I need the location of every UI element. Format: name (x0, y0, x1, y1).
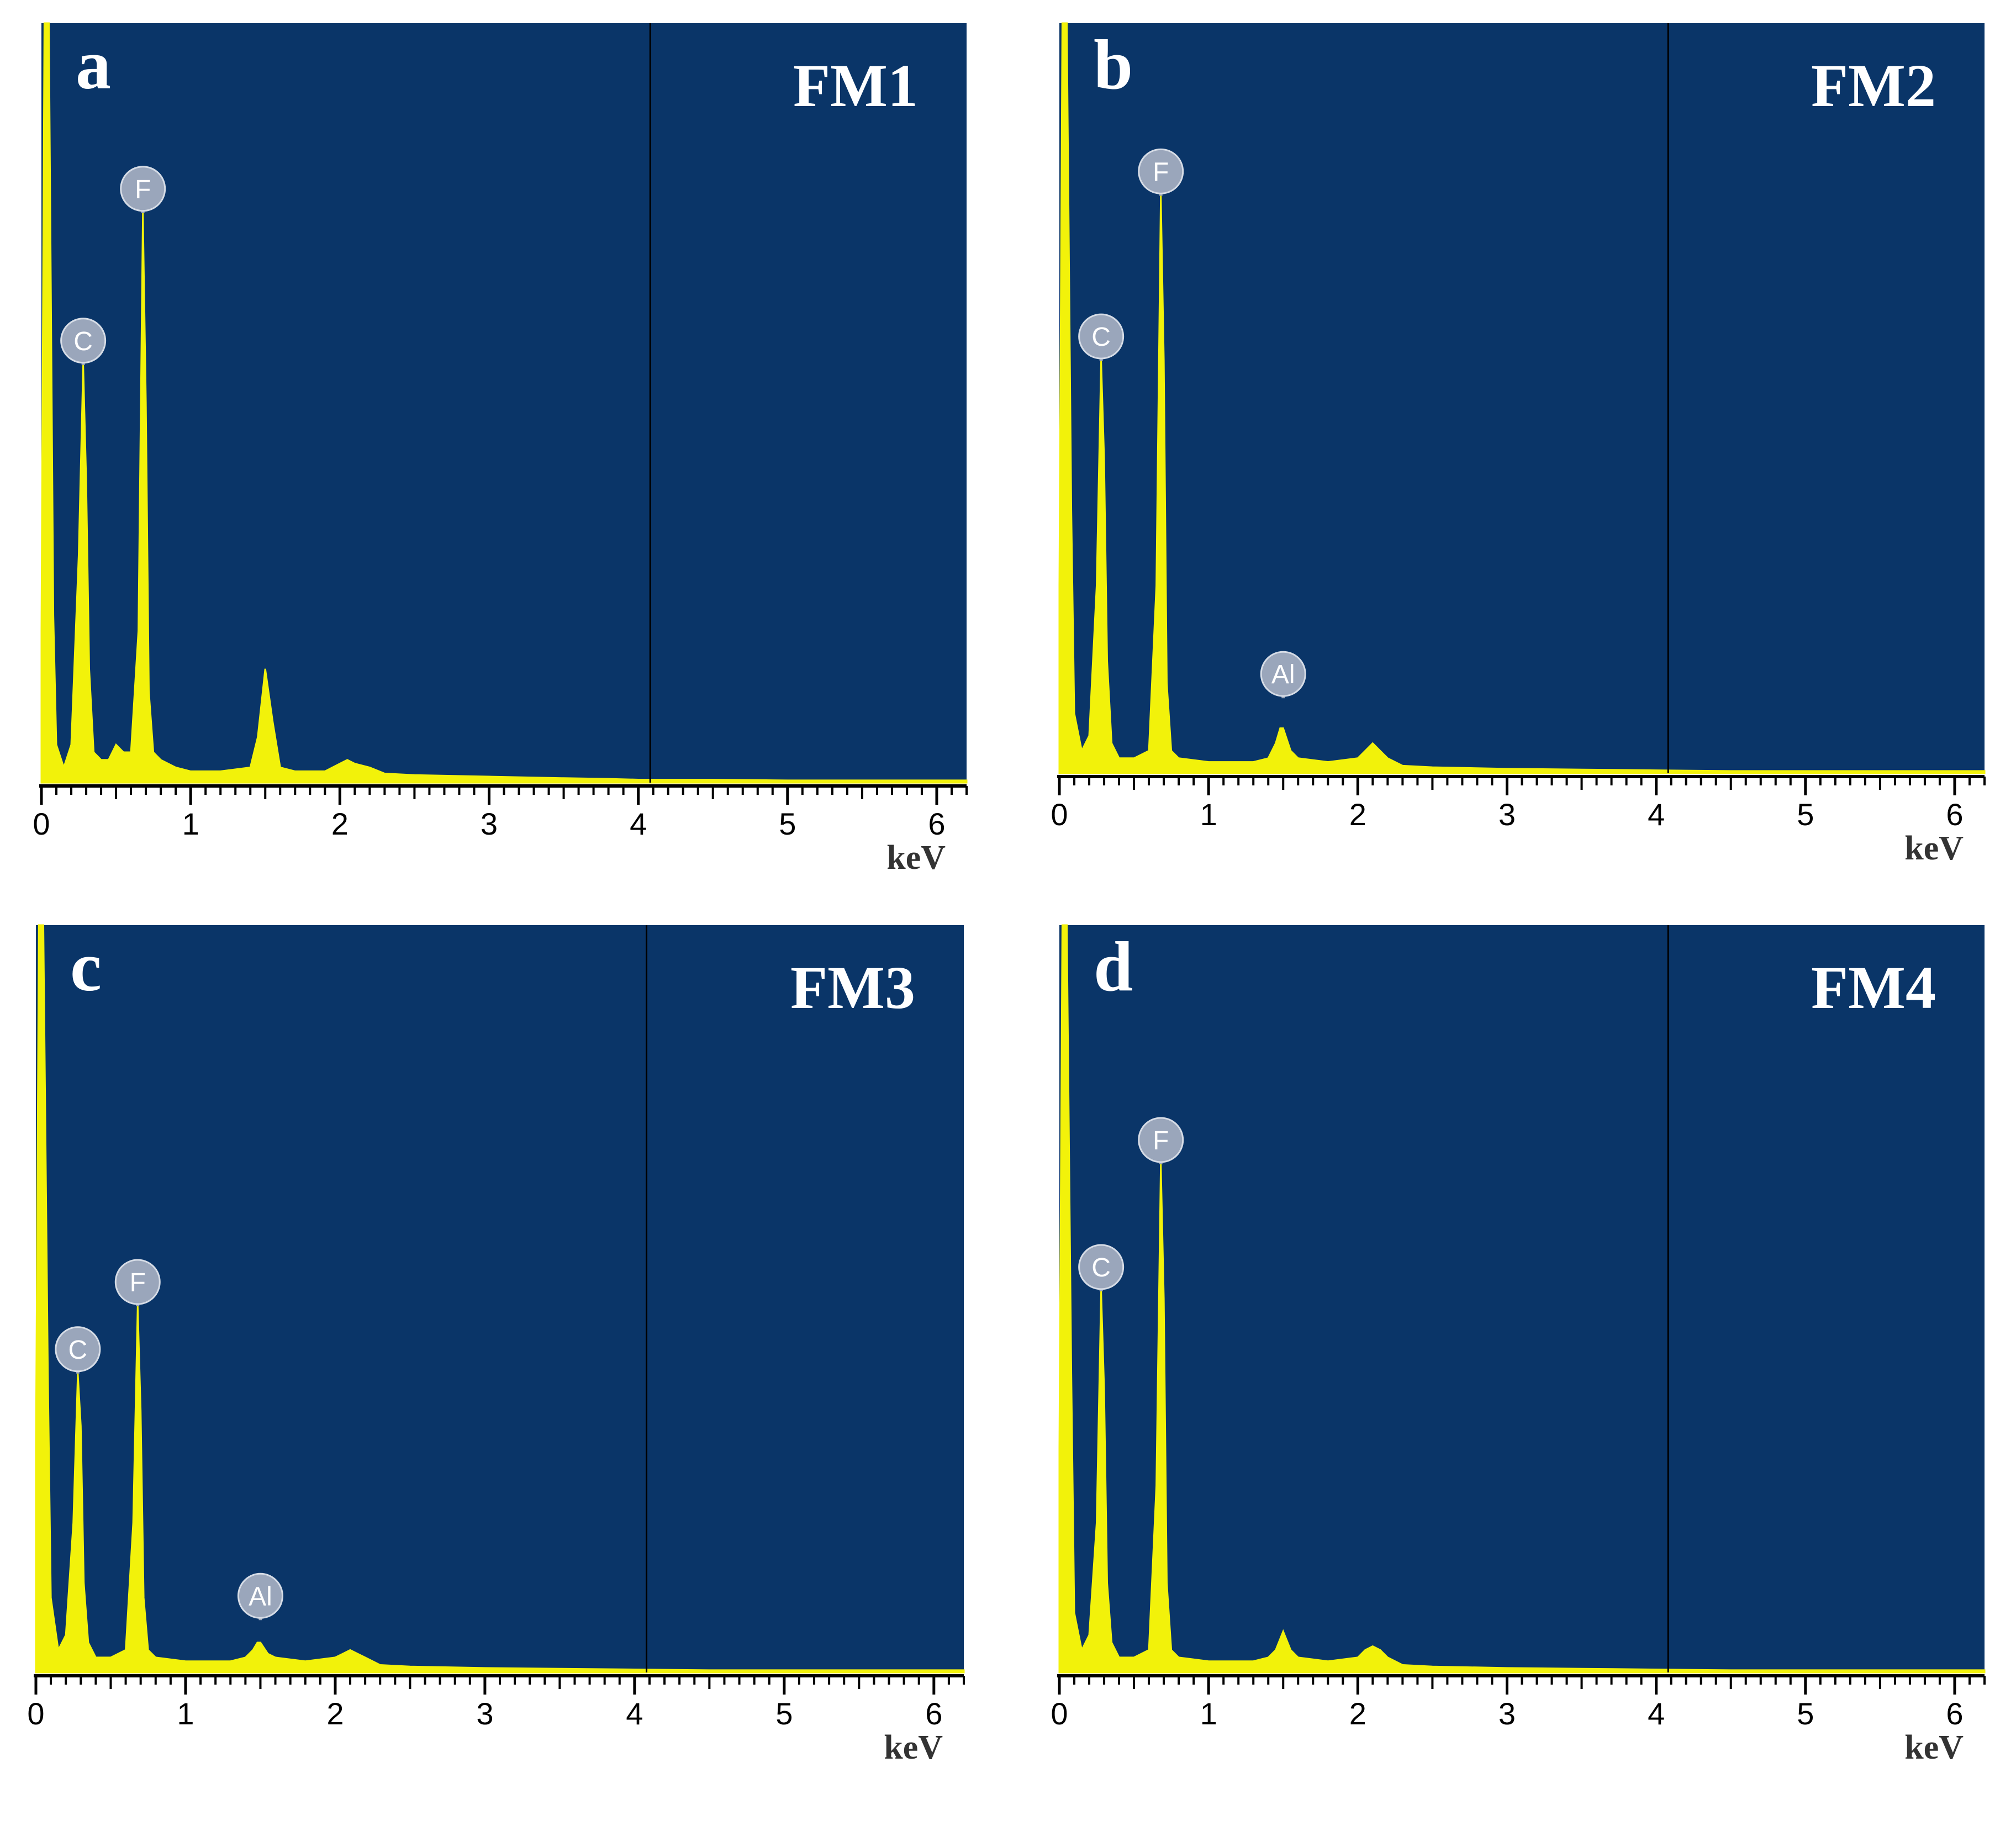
panel-title: FM1 (793, 52, 918, 119)
x-tick-label: 4 (626, 1696, 643, 1731)
x-tick-label: 2 (1349, 1696, 1366, 1731)
spectrum-series (35, 924, 965, 1674)
marker-label-c: C (68, 1336, 88, 1365)
x-tick-label: 1 (182, 806, 199, 841)
x-tick-label: 3 (1498, 797, 1516, 832)
spectrum-series (1058, 924, 1986, 1674)
plot-background (1059, 23, 1985, 773)
x-tick-label: 3 (481, 806, 498, 841)
x-tick-label: 5 (1797, 1696, 1814, 1731)
marker-al (1260, 651, 1306, 697)
marker-label-c: C (1091, 1253, 1111, 1283)
marker-f (114, 1259, 161, 1305)
marker-f (1138, 148, 1184, 194)
x-tick-label: 2 (326, 1696, 344, 1731)
x-tick-label: 6 (925, 1696, 942, 1731)
panel-title: FM3 (790, 954, 915, 1021)
marker-f (1138, 1117, 1184, 1163)
x-tick-label: 1 (1200, 797, 1217, 832)
x-tick-label: 4 (630, 806, 647, 841)
x-tick-label: 3 (1498, 1696, 1516, 1731)
panel-letter: a (76, 25, 111, 104)
marker-al (237, 1572, 283, 1619)
x-tick-label: 2 (331, 806, 349, 841)
x-axis-unit: keV (886, 839, 946, 877)
spectrum-series (40, 22, 968, 784)
x-tick-label: 6 (1946, 1696, 1963, 1731)
x-tick-label: 4 (1648, 1696, 1665, 1731)
panel-title: FM2 (1811, 52, 1936, 119)
x-tick-label: 2 (1349, 797, 1366, 832)
marker-label-f: F (130, 1268, 146, 1297)
marker-label-c: C (73, 327, 93, 356)
marker-c (60, 318, 107, 364)
x-tick-label: 1 (1200, 1696, 1217, 1731)
marker-f (120, 166, 166, 212)
plot-background (36, 925, 964, 1672)
spectrum-series (1058, 22, 1986, 774)
x-tick-label: 3 (476, 1696, 493, 1731)
x-tick-label: 6 (1946, 797, 1963, 832)
marker-label-al: Al (249, 1582, 272, 1611)
x-tick-label: 5 (779, 806, 796, 841)
x-tick-label: 0 (27, 1696, 44, 1731)
marker-c (1078, 313, 1125, 360)
panel-letter: c (70, 927, 102, 1006)
panel-title: FM4 (1811, 954, 1936, 1021)
x-tick-label: 6 (928, 806, 945, 841)
panel-letter: b (1094, 25, 1133, 104)
marker-c (55, 1326, 101, 1373)
marker-label-f: F (135, 175, 151, 204)
marker-label-al: Al (1271, 660, 1295, 689)
plot-background (1059, 925, 1985, 1672)
marker-label-c: C (1091, 323, 1111, 352)
x-tick-label: 0 (1051, 797, 1068, 832)
marker-label-f: F (1153, 157, 1169, 187)
x-axis-unit: keV (1904, 830, 1964, 867)
x-axis-unit: keV (884, 1729, 943, 1766)
x-axis-unit: keV (1904, 1729, 1964, 1766)
x-tick-label: 0 (33, 806, 50, 841)
x-tick-label: 4 (1648, 797, 1665, 832)
marker-label-f: F (1153, 1126, 1169, 1155)
x-tick-label: 0 (1051, 1696, 1068, 1731)
x-tick-label: 1 (177, 1696, 194, 1731)
panel-letter: d (1094, 927, 1133, 1006)
x-tick-label: 5 (1797, 797, 1814, 832)
plot-background (41, 23, 967, 783)
x-tick-label: 5 (775, 1696, 793, 1731)
marker-c (1078, 1244, 1125, 1290)
